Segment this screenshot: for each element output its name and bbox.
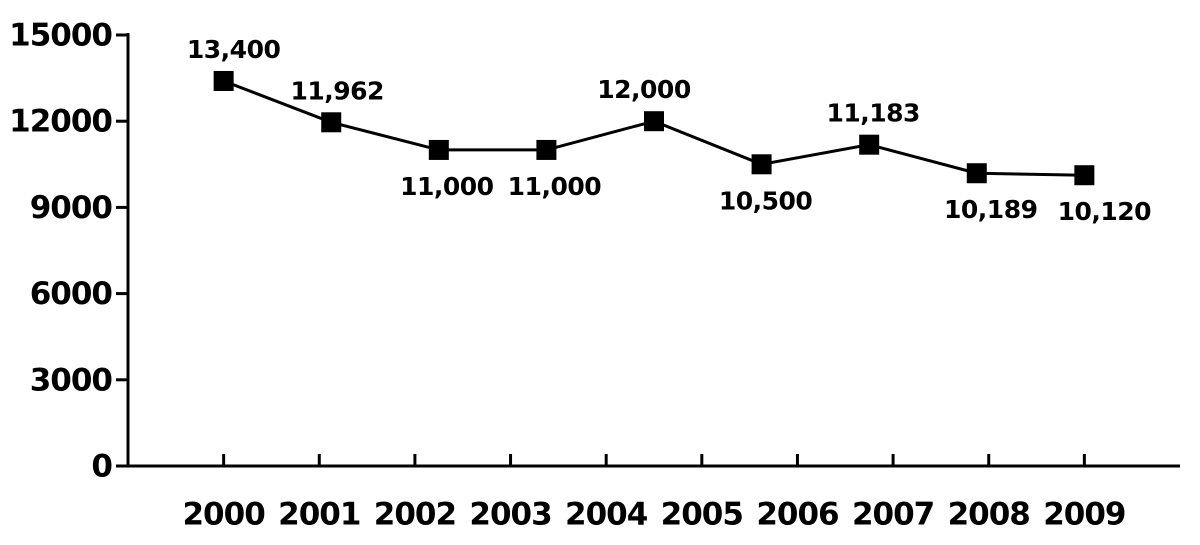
x-tick-label: 2007: [852, 497, 934, 533]
data-label: 11,000: [400, 172, 494, 201]
x-tick-label: 2002: [374, 497, 456, 533]
data-label: 13,400: [187, 35, 281, 64]
data-label: 11,183: [826, 99, 919, 128]
data-label: 11,000: [508, 172, 602, 201]
marker: [213, 70, 234, 91]
x-tick-label: 2003: [469, 497, 551, 533]
data-label: 12,000: [597, 75, 691, 104]
data-label: 10,120: [1058, 197, 1152, 226]
x-tick-label: 2001: [278, 497, 360, 533]
data-label: 11,962: [290, 76, 383, 105]
x-tick-label: 2009: [1043, 497, 1125, 533]
x-tick-label: 2000: [182, 497, 265, 533]
y-tick-label: 6000: [30, 276, 113, 312]
y-tick-label: 12000: [9, 104, 112, 140]
y-tick-label: 9000: [30, 190, 113, 226]
x-tick-label: 2008: [948, 497, 1030, 533]
marker: [536, 139, 557, 160]
marker: [428, 139, 449, 160]
x-tick-label: 2005: [661, 497, 743, 533]
data-label: 10,189: [944, 195, 1037, 224]
y-tick-label: 3000: [30, 362, 113, 398]
marker: [644, 111, 664, 132]
y-tick-label: 15000: [9, 18, 112, 54]
x-tick-label: 2006: [756, 497, 838, 533]
x-tick-label: 2004: [565, 497, 648, 533]
marker: [966, 163, 987, 184]
marker: [751, 154, 772, 175]
marker: [321, 112, 342, 133]
data-label: 10,500: [719, 186, 813, 215]
marker: [1074, 165, 1095, 186]
y-tick-label: 0: [91, 449, 112, 485]
marker: [859, 134, 880, 155]
